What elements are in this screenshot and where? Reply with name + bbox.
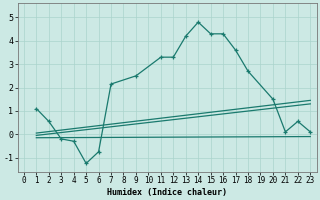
X-axis label: Humidex (Indice chaleur): Humidex (Indice chaleur): [107, 188, 227, 197]
